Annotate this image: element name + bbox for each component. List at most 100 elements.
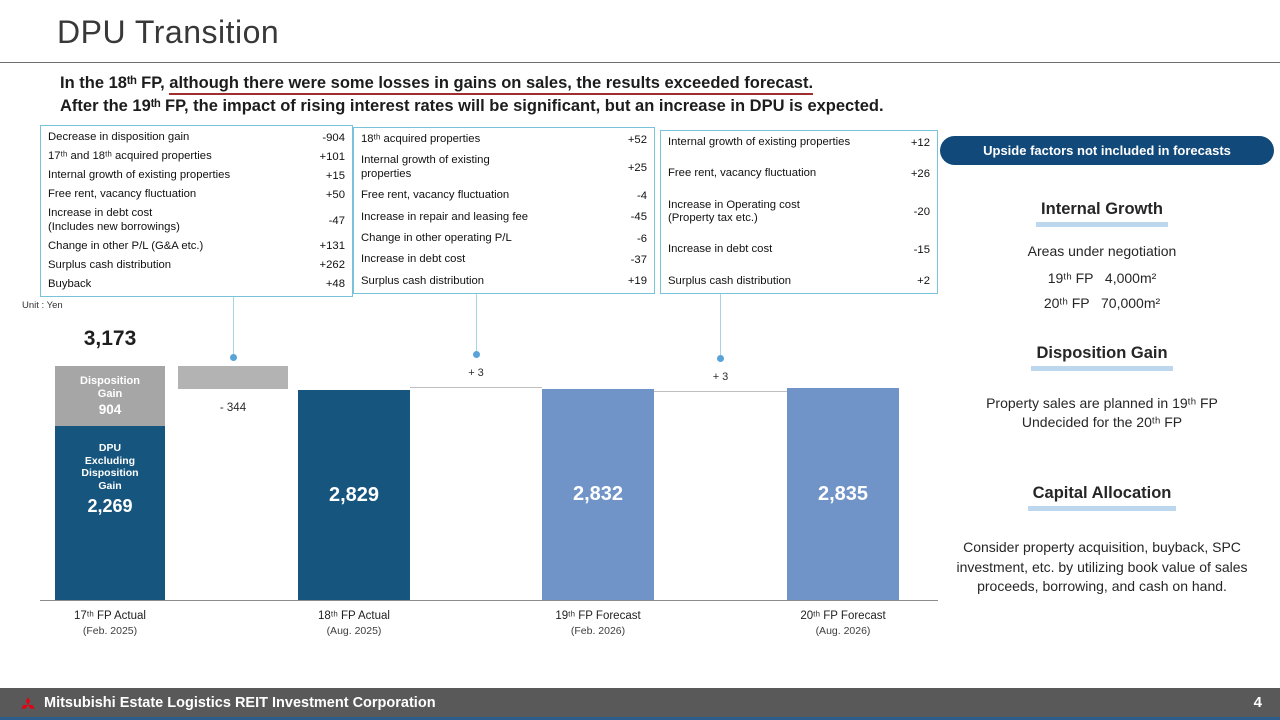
bar-18fp: 2,829 — [298, 390, 410, 600]
factor-row: Free rent, vacancy fluctuation +50 — [48, 188, 345, 201]
category-line2: (Feb. 2025) — [82, 625, 138, 637]
bridge-change-1-bar — [178, 366, 288, 389]
category-line1: 18ᵗʰ FP Actual — [318, 610, 390, 622]
connector-line-3 — [720, 294, 721, 355]
factor-value: +26 — [910, 167, 930, 180]
factor-label: Free rent, vacancy fluctuation — [361, 189, 510, 202]
factor-value: +50 — [325, 188, 345, 201]
factor-row: 17ᵗʰ and 18ᵗʰ acquired properties +101 — [48, 150, 345, 163]
category-line1: 20ᵗʰ FP Forecast — [800, 610, 886, 622]
factor-value: +15 — [325, 169, 345, 182]
factor-label: 18ᵗʰ acquired properties — [361, 133, 481, 145]
bridge-change-3-line — [654, 391, 787, 392]
factor-value: +12 — [910, 136, 930, 149]
bridge-change-1-label: - 344 — [219, 402, 247, 414]
bar-20fp: 2,835 — [787, 388, 899, 600]
footer-accent-strip — [0, 717, 1280, 720]
connector-dot-1 — [230, 354, 237, 361]
factor-label: Decrease in disposition gain — [48, 131, 190, 143]
factor-label: Free rent, vacancy fluctuation — [48, 188, 197, 201]
page-number: 4 — [1253, 694, 1262, 711]
bridge-change-2-line — [410, 387, 542, 388]
factor-label: Internal growth of existing properties — [668, 136, 851, 148]
heading-capital-allocation: Capital Allocation — [930, 484, 1274, 511]
factor-row: Increase in debt cost -15 — [668, 243, 930, 256]
factor-value: +2 — [917, 275, 930, 288]
factor-row: Decrease in disposition gain -904 — [48, 131, 345, 144]
factor-value: +262 — [319, 259, 345, 272]
factor-value: +25 — [627, 161, 647, 174]
capital-allocation-body: Consider property acquisition, buyback, … — [956, 539, 1248, 594]
bar-17fp-total-label: 3,173 — [83, 327, 137, 350]
bar-value: 2,835 — [817, 482, 869, 505]
segment-label: DPU Excluding Disposition Gain — [81, 442, 139, 492]
factor-label: Internal growth of existing properties — [361, 154, 490, 180]
page-title: DPU Transition — [57, 14, 280, 50]
factor-value: -45 — [630, 211, 647, 224]
factor-row: Surplus cash distribution +262 — [48, 259, 345, 272]
factor-value: -904 — [322, 131, 345, 144]
upside-factors-badge: Upside factors not included in forecasts — [940, 136, 1274, 165]
bar-value: 2,829 — [328, 483, 380, 506]
factor-value: -20 — [913, 205, 930, 218]
dpu-excluding-disposition-gain-segment: DPU Excluding Disposition Gain 2,269 — [55, 426, 165, 600]
factor-row: Internal growth of existing properties +2… — [361, 154, 647, 181]
factor-value: +48 — [325, 278, 345, 291]
factor-row: Internal growth of existing properties +1… — [668, 136, 930, 149]
factor-row: Free rent, vacancy fluctuation +26 — [668, 167, 930, 180]
title-divider — [0, 62, 1280, 63]
category-line2: (Aug. 2026) — [815, 625, 871, 637]
factor-label: Free rent, vacancy fluctuation — [668, 167, 817, 180]
factor-label: Change in other operating P/L — [361, 231, 512, 244]
factor-row: Increase in debt cost (Includes new borr… — [48, 207, 345, 234]
heading-text: Disposition Gain — [1031, 344, 1173, 371]
factor-row: Increase in Operating cost (Property tax… — [668, 199, 930, 226]
internal-growth-line-3: 20ᵗʰ FP 70,000m² — [1043, 295, 1161, 311]
connector-dot-2 — [473, 351, 480, 358]
internal-growth-line-2: 19ᵗʰ FP 4,000m² — [1047, 270, 1157, 286]
category-label-19fp: 19ᵗʰ FP Forecast (Feb. 2026) — [513, 609, 683, 639]
factor-row: Change in other operating P/L -6 — [361, 232, 647, 245]
factor-value: +19 — [627, 275, 647, 288]
bridge-change-2-label: + 3 — [468, 367, 484, 379]
factor-value: -47 — [328, 214, 345, 227]
factor-row: Surplus cash distribution +19 — [361, 275, 647, 288]
factor-label: Internal growth of existing properties — [48, 169, 231, 182]
factor-value: +52 — [627, 133, 647, 146]
factor-label: Increase in debt cost — [668, 243, 773, 256]
category-line2: (Aug. 2025) — [326, 625, 382, 637]
category-label-17fp: 17ᵗʰ FP Actual (Feb. 2025) — [25, 609, 195, 639]
category-label-18fp: 18ᵗʰ FP Actual (Aug. 2025) — [269, 609, 439, 639]
factor-label: Surplus cash distribution — [48, 258, 172, 271]
bridge-change-3-label: + 3 — [712, 371, 729, 383]
internal-growth-line-1: Areas under negotiation — [1027, 243, 1177, 259]
factor-value: -4 — [636, 189, 647, 202]
factor-label: Increase in repair and leasing fee — [361, 210, 529, 223]
disposition-gain-line-1: Property sales are planned in 19ᵗʰ FP — [986, 395, 1218, 411]
factor-box-20fp: Internal growth of existing properties +1… — [660, 130, 938, 294]
category-line2: (Feb. 2026) — [570, 625, 626, 637]
subtitle: In the 18ᵗʰ FP, although there were some… — [60, 72, 884, 118]
factor-label: Change in other P/L (G&A etc.) — [48, 239, 204, 252]
category-line1: 17ᵗʰ FP Actual — [74, 610, 146, 622]
category-line1: 19ᵗʰ FP Forecast — [555, 610, 641, 622]
factor-row: Internal growth of existing properties +1… — [48, 169, 345, 182]
factor-label: Surplus cash distribution — [668, 274, 792, 287]
mitsubishi-logo-icon — [21, 696, 35, 709]
factor-row: Surplus cash distribution +2 — [668, 275, 930, 288]
heading-text: Internal Growth — [1036, 200, 1168, 227]
unit-label: Unit : Yen — [22, 300, 63, 311]
factor-box-18fp: Decrease in disposition gain -904 17ᵗʰ an… — [40, 125, 353, 297]
subtitle-line2: After the 19ᵗʰ FP, the impact of rising … — [60, 97, 884, 115]
factor-value: -15 — [913, 243, 930, 256]
factor-value: +101 — [319, 150, 345, 163]
factor-box-19fp: 18ᵗʰ acquired properties +52 Internal gro… — [353, 127, 655, 294]
disposition-gain-line-2: Undecided for the 20ᵗʰ FP — [1021, 414, 1183, 430]
heading-internal-growth: Internal Growth — [930, 200, 1274, 227]
bar-19fp: 2,832 — [542, 389, 654, 600]
factor-label: Increase in Operating cost (Property tax… — [668, 198, 800, 224]
factor-row: Free rent, vacancy fluctuation -4 — [361, 189, 647, 202]
bar-17fp: Disposition Gain 904 DPU Excluding Dispo… — [55, 366, 165, 600]
segment-value: 904 — [98, 402, 122, 417]
